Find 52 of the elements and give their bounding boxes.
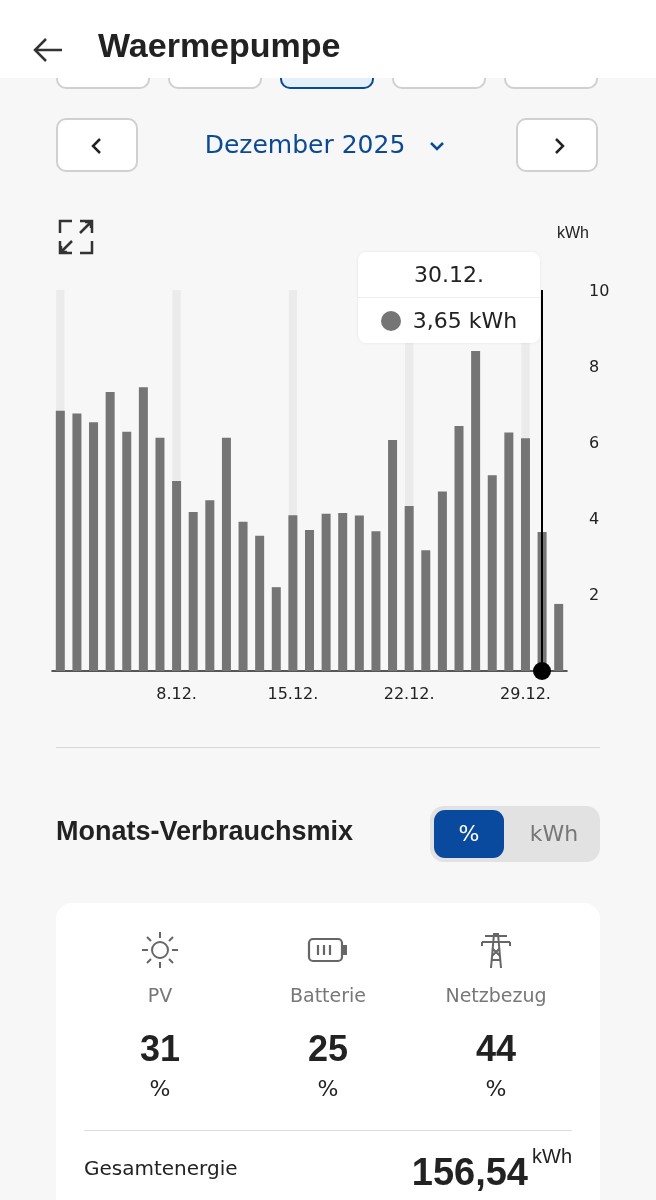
bar (138, 387, 148, 671)
category-label: Batterie (288, 984, 367, 1006)
bar (454, 426, 464, 671)
bar (305, 530, 314, 671)
bar (155, 437, 165, 671)
bar (221, 437, 231, 671)
unit-toggle: % kWh (430, 806, 600, 862)
bar (72, 413, 82, 671)
bar (437, 491, 447, 671)
bar (354, 515, 364, 671)
text: Monats-Verbrauchsmix (56, 816, 354, 847)
y-tick-label: 2 (589, 585, 600, 605)
data-label: 25 (306, 1028, 349, 1070)
data-label: 31 (138, 1028, 181, 1070)
bar (338, 512, 348, 671)
bar (421, 550, 431, 671)
bar (371, 531, 381, 671)
x-tick-label: 8.12. (156, 683, 197, 703)
bar (122, 431, 132, 671)
y-tick-label: 6 (589, 432, 600, 452)
x-tick-label: 29.12. (500, 683, 551, 703)
x-tick-label: 15.12. (267, 683, 319, 703)
bar (105, 392, 115, 671)
chart-title: Waermepumpe (98, 26, 341, 65)
bar (471, 350, 481, 671)
category-label: Netzbezug (444, 984, 548, 1006)
annotation: 3,65 kWh (412, 308, 518, 333)
text: 156,54$^{kWh}$ (411, 1145, 572, 1194)
bar (205, 500, 215, 671)
y-tick-label: 10 (589, 280, 610, 300)
text: % (317, 1076, 339, 1101)
bar (238, 521, 248, 671)
bar (487, 475, 497, 671)
bar (271, 587, 281, 671)
y-tick-label: 8 (589, 356, 600, 376)
text: Gesamtenergie (84, 1156, 238, 1180)
bar (504, 432, 514, 671)
category-label: PV (146, 984, 174, 1006)
text: % (148, 1076, 172, 1101)
bar (321, 513, 331, 671)
bar (255, 535, 265, 671)
data-label: 44 (474, 1028, 517, 1070)
bar (554, 603, 564, 671)
y-axis-title: kWh (557, 223, 589, 241)
value-tooltip: 30.12. 3,65 kWh (358, 252, 541, 343)
text: % (485, 1076, 507, 1101)
x-tick-label: 22.12. (383, 683, 435, 703)
bar (388, 440, 398, 671)
y-tick-label: 4 (589, 509, 600, 529)
bar (89, 422, 99, 671)
chart-subtitle: Dezember 2025 (203, 130, 407, 159)
bar (188, 512, 198, 671)
